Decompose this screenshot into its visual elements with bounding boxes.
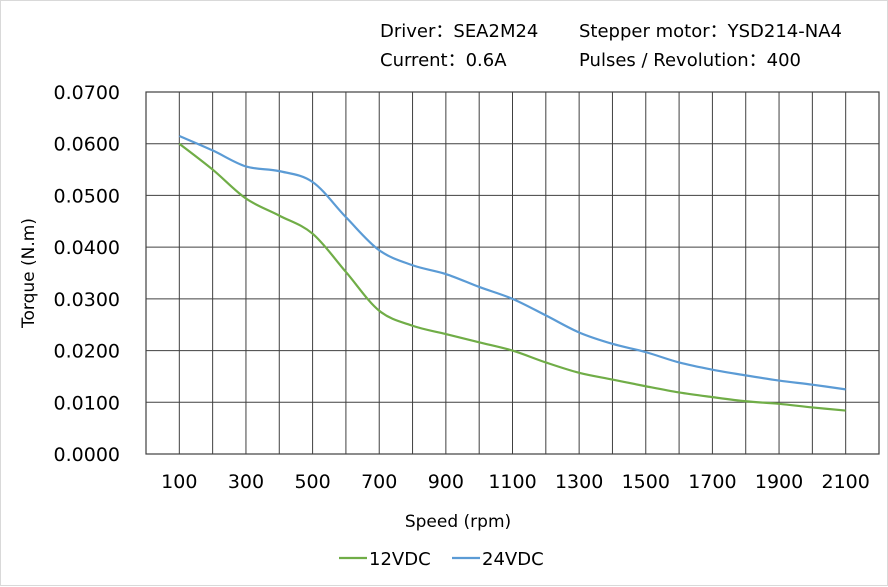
y-tick-label: 0.0700 <box>54 82 120 104</box>
x-tick-label: 300 <box>228 471 264 493</box>
x-tick-label: 500 <box>294 471 330 493</box>
y-tick-label: 0.0600 <box>54 134 120 156</box>
x-tick-label: 1100 <box>488 471 536 493</box>
y-tick-label: 0.0000 <box>54 444 120 466</box>
x-tick-label: 2100 <box>822 471 870 493</box>
x-tick-label: 1500 <box>622 471 670 493</box>
x-tick-label: 100 <box>161 471 197 493</box>
y-axis-label: Torque (N.m) <box>19 218 39 329</box>
y-tick-label: 0.0400 <box>54 237 120 259</box>
x-tick-label: 700 <box>361 471 397 493</box>
x-tick-label: 1300 <box>555 471 603 493</box>
legend-label: 12VDC <box>369 549 431 570</box>
y-tick-label: 0.0200 <box>54 341 120 363</box>
legend-label: 24VDC <box>482 549 544 570</box>
y-tick-label: 0.0300 <box>54 289 120 311</box>
x-tick-label: 1700 <box>688 471 736 493</box>
y-tick-label: 0.0100 <box>54 392 120 414</box>
x-tick-label: 900 <box>428 471 464 493</box>
x-axis-label: Speed (rpm) <box>405 512 511 532</box>
y-tick-label: 0.0500 <box>54 185 120 207</box>
x-tick-label: 1900 <box>755 471 803 493</box>
